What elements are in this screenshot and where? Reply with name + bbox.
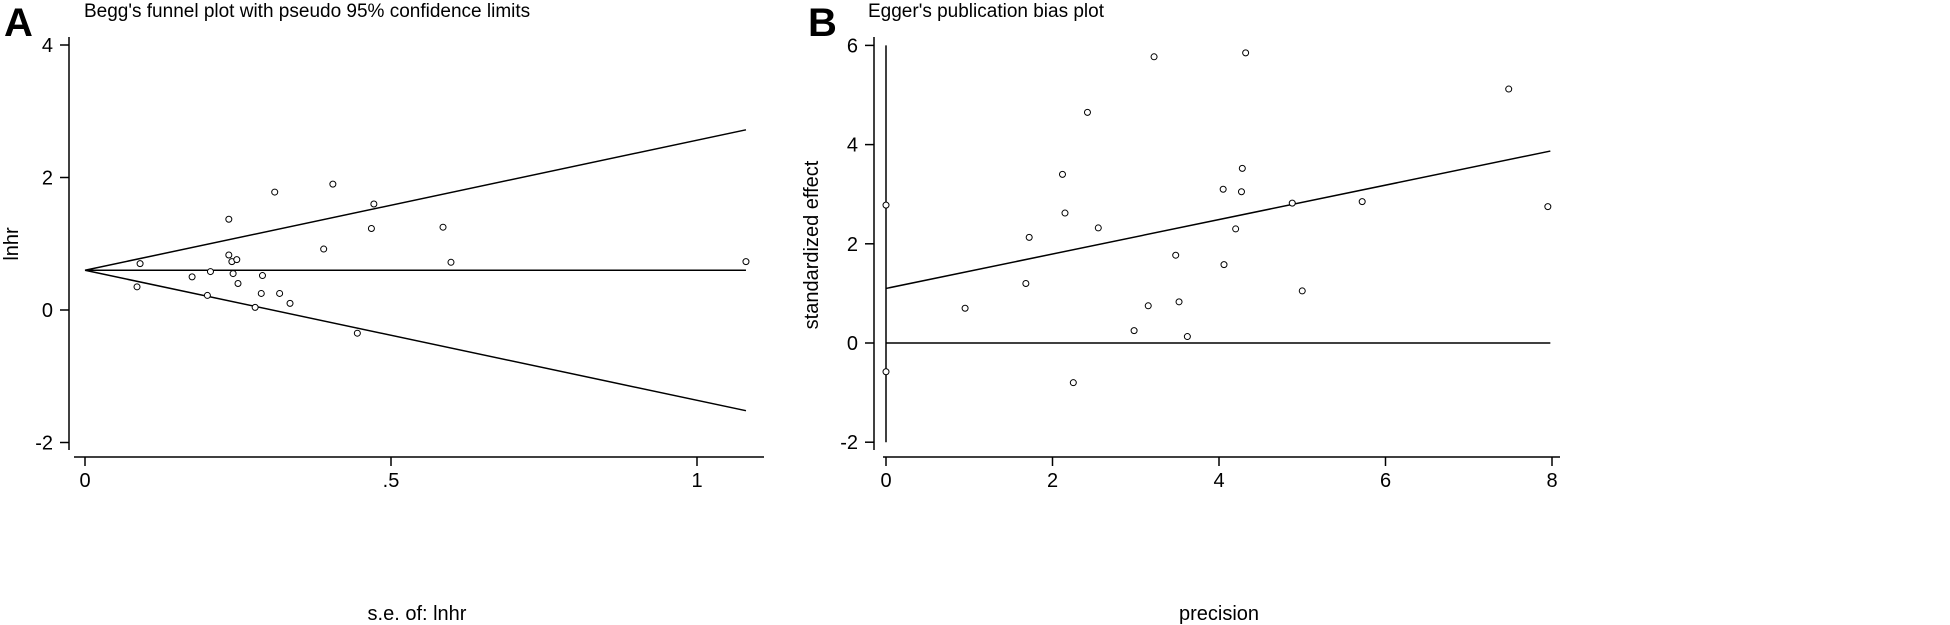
data-point <box>1505 85 1513 93</box>
panel-a-title: Begg's funnel plot with pseudo 95% confi… <box>84 1 530 22</box>
data-point <box>225 215 233 223</box>
data-point <box>1175 298 1183 306</box>
panel-b-letter: B <box>808 1 837 45</box>
data-point <box>271 188 279 196</box>
panel-b-egger-plot: B Egger's publication bias plot 0 2 4 6 8 -2 0… <box>801 1 1560 625</box>
data-point <box>882 368 890 376</box>
data-point <box>320 245 328 253</box>
y-axis-label: standardized effect <box>801 160 823 329</box>
data-point <box>1183 333 1191 341</box>
panel-b-title: Egger's publication bias plot <box>868 1 1105 22</box>
data-point <box>439 223 447 231</box>
data-point <box>1130 327 1138 335</box>
data-point <box>882 201 890 209</box>
y-tick-label: 4 <box>847 135 858 157</box>
data-point <box>353 329 361 337</box>
data-point <box>206 268 214 276</box>
x-tick-label: 8 <box>1546 470 1557 492</box>
data-point <box>203 291 211 299</box>
panel-a-letter: A <box>4 1 33 45</box>
data-point <box>1025 233 1033 241</box>
data-point <box>136 260 144 268</box>
x-tick-label: 1 <box>691 470 702 492</box>
data-point <box>329 180 337 188</box>
data-point <box>370 200 378 208</box>
y-tick-label: -2 <box>35 433 53 455</box>
data-point <box>1083 108 1091 116</box>
data-point <box>1220 261 1228 269</box>
data-point <box>229 270 237 278</box>
data-point <box>1061 209 1069 217</box>
y-tick-label: 0 <box>847 333 858 355</box>
x-tick-label: 0 <box>880 470 891 492</box>
y-tick-label: 4 <box>42 35 53 57</box>
x-axis-label: precision <box>1179 603 1259 625</box>
series-line-upper <box>84 129 747 271</box>
x-tick-label: 6 <box>1380 470 1391 492</box>
data-point <box>742 258 750 266</box>
data-point <box>1144 302 1152 310</box>
data-point <box>286 299 294 307</box>
y-tick-label: -2 <box>840 432 858 454</box>
data-point <box>1058 170 1066 178</box>
data-point <box>234 280 242 287</box>
data-point <box>367 225 375 233</box>
data-point <box>1172 251 1180 259</box>
panel-a-funnel-plot: A Begg's funnel plot with pseudo 95% con… <box>1 1 764 625</box>
data-point <box>1237 188 1245 196</box>
data-point <box>225 251 233 259</box>
y-tick-label: 2 <box>847 234 858 256</box>
data-point <box>258 272 266 280</box>
data-point <box>1232 225 1240 233</box>
data-point <box>276 289 284 297</box>
data-point <box>1069 379 1077 387</box>
x-tick-label: 2 <box>1047 470 1058 492</box>
series-line-lower <box>84 269 747 412</box>
data-point <box>133 283 141 291</box>
data-point <box>257 289 265 297</box>
x-tick-label: 4 <box>1213 470 1224 492</box>
data-point <box>447 258 455 266</box>
data-point <box>1242 49 1250 57</box>
data-point <box>1150 53 1158 61</box>
data-point <box>961 304 969 312</box>
y-tick-label: 0 <box>42 300 53 322</box>
series-line-regression <box>885 150 1551 290</box>
data-point <box>188 273 196 281</box>
data-point <box>1544 203 1552 211</box>
y-tick-label: 2 <box>42 168 53 190</box>
data-point <box>1219 185 1227 193</box>
y-tick-label: 6 <box>847 35 858 57</box>
data-point <box>1298 287 1306 295</box>
data-point <box>1288 199 1296 207</box>
x-tick-label: 0 <box>79 470 90 492</box>
data-point <box>251 303 259 311</box>
data-point <box>1094 224 1102 232</box>
data-point <box>1238 164 1246 172</box>
x-axis-label: s.e. of: lnhr <box>368 603 467 625</box>
x-tick-label: .5 <box>383 470 400 492</box>
data-point <box>233 256 241 264</box>
y-axis-label: lnhr <box>1 227 23 261</box>
data-point <box>1358 198 1366 206</box>
data-point <box>1022 279 1030 287</box>
